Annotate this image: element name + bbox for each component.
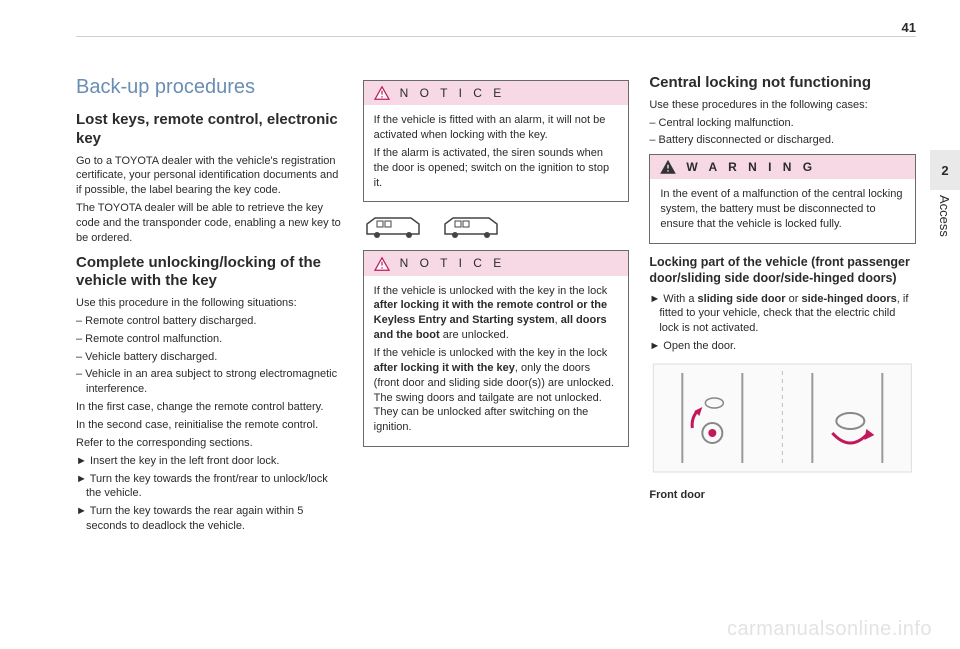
body-text: Use this procedure in the following situ… bbox=[76, 296, 343, 311]
notice-label: N O T I C E bbox=[400, 255, 506, 271]
notice-body: If the vehicle is fitted with an alarm, … bbox=[364, 105, 629, 201]
warning-header: W A R N I N G bbox=[650, 155, 915, 179]
heading-lost-keys: Lost keys, remote control, electronic ke… bbox=[76, 111, 343, 149]
watermark: carmanualsonline.info bbox=[727, 618, 932, 641]
list-item: ► Insert the key in the left front door … bbox=[76, 454, 343, 469]
notice-header: N O T I C E bbox=[364, 251, 629, 275]
warning-box: W A R N I N G In the event of a malfunct… bbox=[649, 154, 916, 244]
notice-label: N O T I C E bbox=[400, 85, 506, 101]
vehicle-icons-row bbox=[363, 212, 630, 242]
heading-complete-unlock: Complete unlocking/locking of the vehicl… bbox=[76, 254, 343, 292]
notice-box: N O T I C E If the vehicle is unlocked w… bbox=[363, 250, 630, 447]
list-item: ► Open the door. bbox=[649, 339, 916, 354]
page-title: Back-up procedures bbox=[76, 74, 343, 101]
body-text: If the vehicle is unlocked with the key … bbox=[374, 284, 619, 343]
list-item: – Central locking malfunction. bbox=[649, 116, 916, 131]
body-text: If the vehicle is unlocked with the key … bbox=[374, 346, 619, 435]
notice-header: N O T I C E bbox=[364, 81, 629, 105]
list-item: – Vehicle battery discharged. bbox=[76, 350, 343, 365]
diagram-caption: Front door bbox=[649, 488, 916, 503]
list-item: – Battery disconnected or discharged. bbox=[649, 133, 916, 148]
content-columns: Back-up procedures Lost keys, remote con… bbox=[76, 74, 916, 633]
notice-body: If the vehicle is unlocked with the key … bbox=[364, 276, 629, 446]
bullet-list: – Central locking malfunction. – Battery… bbox=[649, 116, 916, 149]
van-icon bbox=[441, 212, 501, 242]
warning-triangle-icon bbox=[374, 257, 390, 271]
heading-central-locking: Central locking not functioning bbox=[649, 74, 916, 93]
body-text: The TOYOTA dealer will be able to retrie… bbox=[76, 201, 343, 246]
warning-triangle-icon bbox=[660, 160, 676, 174]
body-text: Refer to the corresponding sections. bbox=[76, 436, 343, 451]
body-text: In the first case, change the remote con… bbox=[76, 400, 343, 415]
list-item: ► Turn the key towards the front/rear to… bbox=[76, 472, 343, 502]
door-lock-diagram bbox=[649, 363, 916, 473]
body-text: Go to a TOYOTA dealer with the vehicle's… bbox=[76, 154, 343, 199]
body-text: In the second case, reinitialise the rem… bbox=[76, 418, 343, 433]
list-item: ► Turn the key towards the rear again wi… bbox=[76, 504, 343, 534]
step-list: ► Insert the key in the left front door … bbox=[76, 454, 343, 534]
list-item: – Remote control malfunction. bbox=[76, 332, 343, 347]
list-item: – Vehicle in an area subject to strong e… bbox=[76, 367, 343, 397]
page-number: 41 bbox=[902, 20, 916, 35]
body-text: If the alarm is activated, the siren sou… bbox=[374, 146, 619, 191]
column-3: Central locking not functioning Use thes… bbox=[649, 74, 916, 633]
section-tab: 2 bbox=[930, 150, 960, 190]
body-text: Use these procedures in the following ca… bbox=[649, 98, 916, 113]
warning-label: W A R N I N G bbox=[686, 159, 816, 175]
warning-body: In the event of a malfunction of the cen… bbox=[650, 179, 915, 243]
list-item: – Remote control battery discharged. bbox=[76, 314, 343, 329]
list-item: ► With a sliding side door or side-hinge… bbox=[649, 292, 916, 337]
warning-triangle-icon bbox=[374, 86, 390, 100]
side-label: Access bbox=[937, 195, 952, 237]
notice-box: N O T I C E If the vehicle is fitted wit… bbox=[363, 80, 630, 202]
column-2: N O T I C E If the vehicle is fitted wit… bbox=[363, 74, 630, 633]
top-rule bbox=[76, 36, 916, 37]
column-1: Back-up procedures Lost keys, remote con… bbox=[76, 74, 343, 633]
body-text: In the event of a malfunction of the cen… bbox=[660, 187, 905, 232]
step-list: ► With a sliding side door or side-hinge… bbox=[649, 292, 916, 354]
heading-locking-part: Locking part of the vehicle (front passe… bbox=[649, 254, 916, 287]
van-icon bbox=[363, 212, 423, 242]
bullet-list: – Remote control battery discharged. – R… bbox=[76, 314, 343, 397]
body-text: If the vehicle is fitted with an alarm, … bbox=[374, 113, 619, 143]
